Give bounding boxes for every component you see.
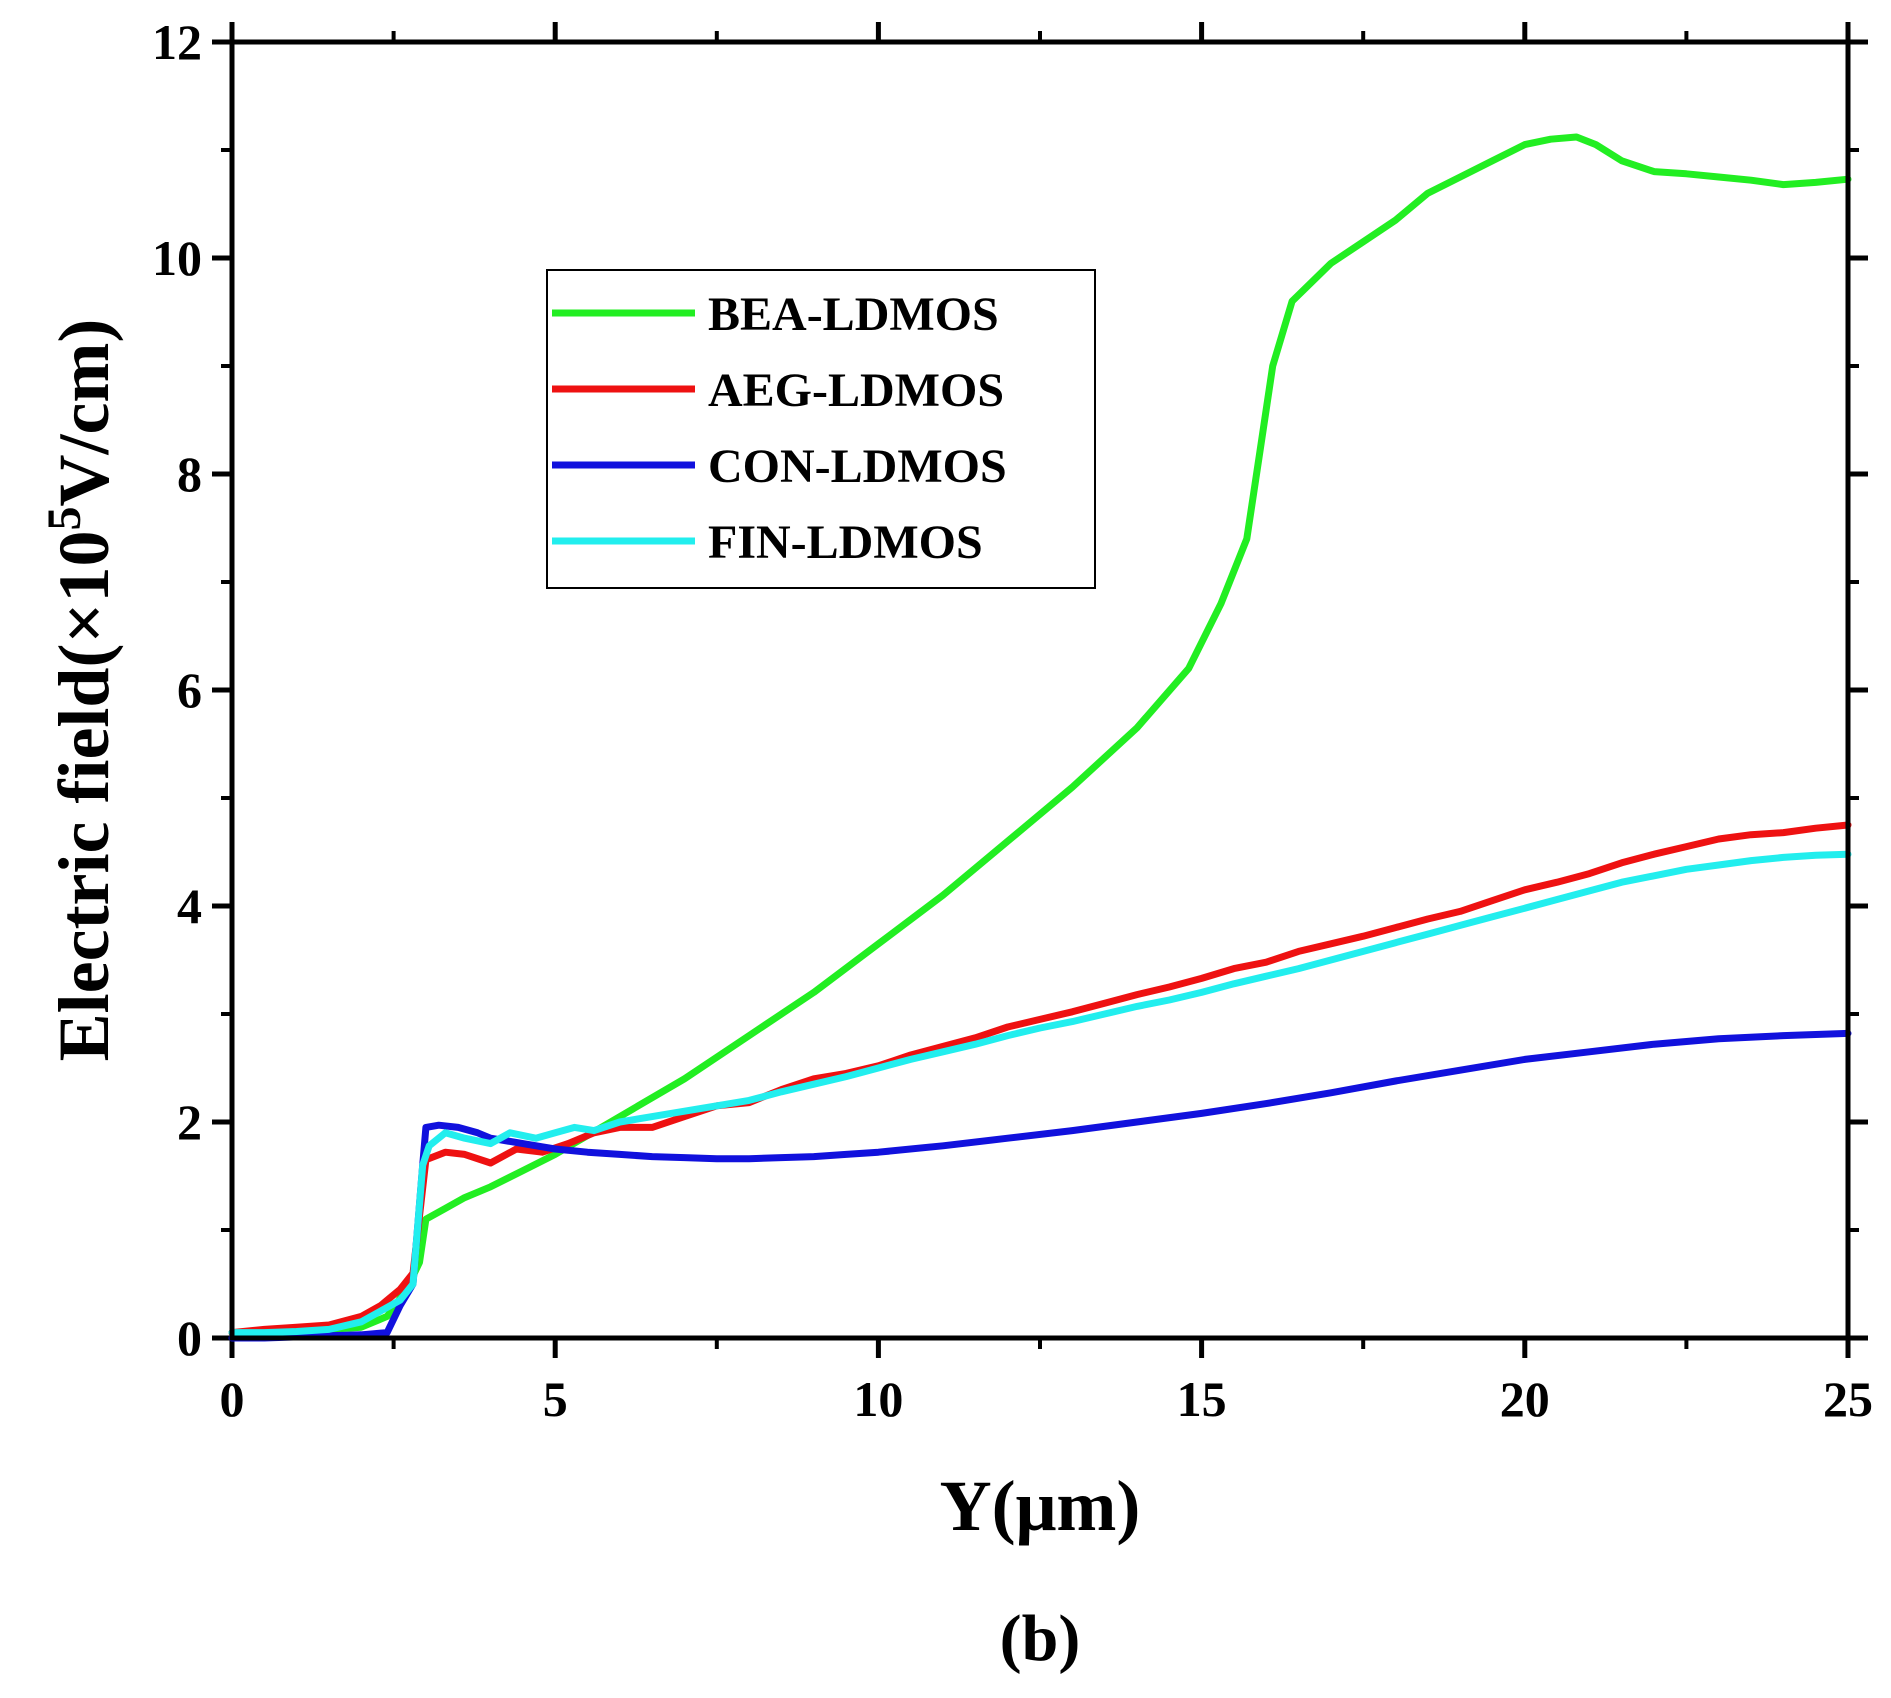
legend-label-bea-ldmos: BEA-LDMOS <box>708 288 999 341</box>
legend-label-fin-ldmos: FIN-LDMOS <box>708 516 983 569</box>
y-tick-label: 8 <box>177 446 202 502</box>
series-line-bea-ldmos <box>228 133 1852 1337</box>
y-tick-label: 10 <box>152 230 202 286</box>
y-axis-label-sup: 5 <box>38 507 91 531</box>
series-line-fin-ldmos <box>228 850 1852 1337</box>
y-tick-label: 2 <box>177 1094 202 1150</box>
series-line-con-ldmos <box>228 1029 1852 1342</box>
y-axis-label-prefix: Electric field(×10 <box>44 531 124 1062</box>
x-tick-label: 5 <box>543 1371 568 1427</box>
series-layer <box>228 133 1852 1342</box>
y-axis-label: Electric field(×105V/cm) <box>38 319 124 1062</box>
series-line-aeg-ldmos <box>228 821 1852 1337</box>
legend-label-con-ldmos: CON-LDMOS <box>708 440 1007 493</box>
y-axis-label-suffix: V/cm) <box>44 319 124 507</box>
x-tick-label: 0 <box>220 1371 245 1427</box>
legend-label-aeg-ldmos: AEG-LDMOS <box>708 364 1004 417</box>
x-tick-label: 20 <box>1500 1371 1550 1427</box>
y-tick-label: 4 <box>177 878 202 934</box>
x-axis-label: Y(μm) <box>940 1466 1141 1546</box>
legend: BEA-LDMOS AEG-LDMOS CON-LDMOS FIN-LDMOS <box>546 269 1096 589</box>
x-tick-label: 25 <box>1823 1371 1873 1427</box>
y-tick-label: 0 <box>177 1310 202 1366</box>
plot-frame <box>229 39 1851 1341</box>
legend-box <box>546 269 1096 589</box>
x-tick-label: 10 <box>853 1371 903 1427</box>
figure-caption: (b) <box>1000 1602 1081 1675</box>
ticks-layer: 0 5 10 15 20 25 0 2 4 6 8 10 12 <box>152 14 1873 1427</box>
x-tick-label: 15 <box>1177 1371 1227 1427</box>
y-tick-label: 12 <box>152 14 202 70</box>
y-tick-label: 6 <box>177 662 202 718</box>
